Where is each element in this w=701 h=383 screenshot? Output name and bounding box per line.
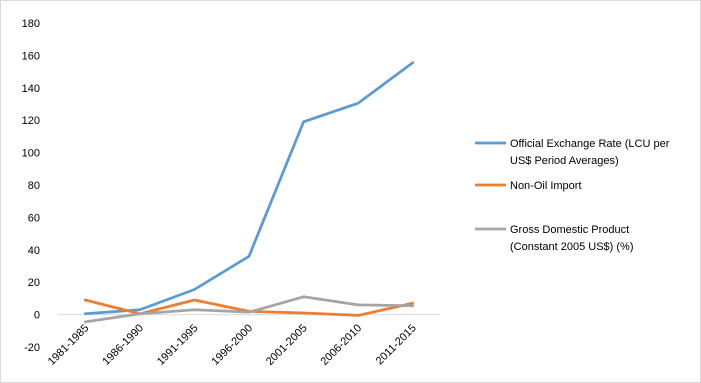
- data-point: [247, 310, 251, 314]
- legend-item: Gross Domestic Product (Constant 2005 US$…: [475, 224, 634, 253]
- data-point: [302, 120, 305, 124]
- y-axis-tick-labels: -20 0 20 40 60 80 100 120 140 160 180: [22, 18, 40, 354]
- y-tick-label: 60: [28, 212, 40, 224]
- data-point: [84, 312, 87, 315]
- data-point: [193, 308, 196, 311]
- data-point: [138, 308, 142, 311]
- y-tick-label: -20: [24, 342, 40, 354]
- data-point: [411, 304, 414, 307]
- legend-item: Non-Oil Import: [475, 180, 582, 192]
- data-point: [302, 311, 305, 315]
- data-point: [193, 288, 196, 291]
- legend-label: Gross Domestic Product (Constant 2005 US$…: [510, 224, 634, 253]
- y-tick-label: 20: [28, 277, 40, 289]
- legend: Official Exchange Rate (LCU per US$ Perio…: [475, 138, 670, 253]
- data-point: [356, 101, 360, 105]
- y-tick-label: 80: [28, 180, 40, 192]
- data-point: [411, 302, 414, 305]
- data-point: [193, 298, 196, 302]
- data-point: [138, 312, 142, 315]
- data-point: [84, 298, 87, 302]
- legend-item: Official Exchange Rate (LCU per US$ Perio…: [475, 138, 670, 167]
- data-point: [356, 314, 360, 317]
- y-tick-label: 160: [22, 50, 40, 62]
- y-tick-label: 40: [28, 245, 40, 257]
- legend-label: Official Exchange Rate (LCU per US$ Perio…: [510, 138, 670, 167]
- data-point: [356, 303, 360, 307]
- series-lines: [83, 61, 415, 324]
- legend-label-line: Gross Domestic Product: [510, 224, 629, 236]
- y-tick-label: 0: [34, 310, 40, 322]
- data-point: [84, 320, 87, 324]
- data-point: [247, 255, 251, 258]
- y-tick-label: 120: [22, 115, 40, 127]
- legend-label: Non-Oil Import: [510, 180, 582, 192]
- data-point: [411, 61, 414, 64]
- y-tick-label: 100: [22, 148, 40, 160]
- legend-label-line: Official Exchange Rate (LCU per: [510, 138, 670, 150]
- legend-label-line: Non-Oil Import: [510, 180, 582, 192]
- legend-label-line: (Constant 2005 US$) (%): [510, 241, 634, 253]
- data-point: [302, 295, 305, 298]
- y-tick-label: 140: [22, 83, 40, 95]
- y-tick-label: 180: [22, 18, 40, 30]
- legend-label-line: US$ Period Averages): [510, 155, 619, 167]
